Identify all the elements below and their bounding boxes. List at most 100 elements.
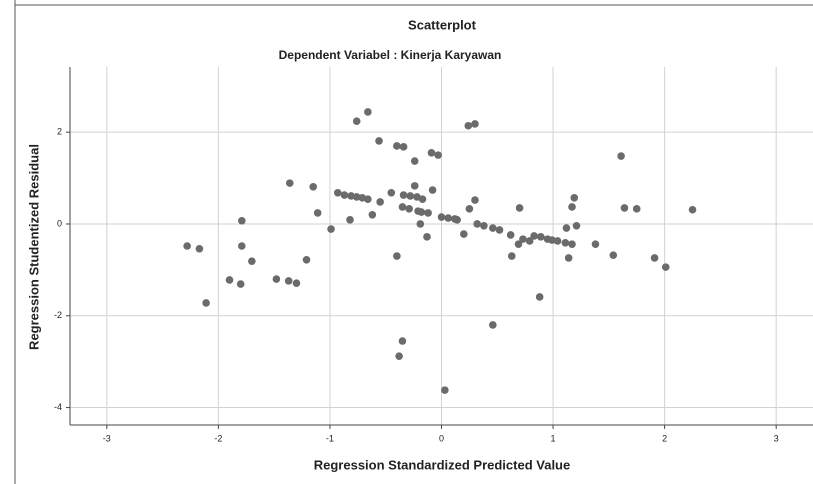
x-tick-label: 0 (439, 433, 444, 443)
point (333, 188, 342, 197)
point (434, 151, 442, 159)
point (561, 238, 570, 247)
point (393, 252, 401, 260)
point (424, 209, 432, 217)
point (562, 224, 571, 232)
point (536, 233, 545, 241)
point (399, 143, 408, 151)
point (406, 192, 415, 200)
x-tick-label: 3 (774, 433, 779, 443)
point (530, 232, 538, 240)
point (688, 205, 697, 214)
point (525, 237, 534, 245)
point (471, 120, 479, 128)
point (570, 194, 579, 202)
point (568, 203, 576, 211)
point (417, 208, 426, 216)
point (375, 137, 383, 145)
x-tick-label: 1 (551, 433, 556, 443)
point (183, 242, 191, 250)
point (202, 299, 210, 307)
y-tick-label: 2 (57, 127, 62, 137)
point (489, 321, 497, 329)
point (553, 237, 562, 245)
point (236, 280, 245, 288)
point (405, 205, 413, 213)
point (464, 121, 473, 130)
point (495, 226, 504, 234)
point (284, 277, 293, 285)
chart-subtitle: Dependent Variabel : Kinerja Karyawan (279, 48, 502, 62)
point (368, 210, 377, 219)
point (248, 257, 256, 265)
point (465, 205, 474, 213)
point (309, 182, 318, 191)
point (347, 192, 355, 200)
point (416, 220, 425, 228)
point (272, 275, 281, 283)
point (620, 204, 629, 212)
point (609, 251, 618, 259)
chart-title: Scatterplot (408, 17, 477, 32)
point (519, 235, 527, 243)
y-axis-label: Regression Studentized Residual (26, 144, 41, 350)
x-tick-label: -3 (103, 433, 111, 443)
point (238, 216, 246, 225)
point (507, 252, 516, 260)
point (376, 198, 384, 206)
point (661, 263, 670, 271)
point (398, 203, 407, 211)
point (572, 222, 581, 230)
point (428, 186, 437, 194)
x-tick-label: 2 (662, 433, 667, 443)
point (352, 117, 361, 125)
point (506, 231, 515, 239)
point (437, 213, 446, 221)
point (650, 254, 659, 262)
point (418, 195, 427, 203)
point (302, 255, 311, 264)
x-tick-label: -2 (214, 433, 222, 443)
point (471, 196, 479, 204)
point (364, 195, 372, 203)
point (346, 216, 354, 224)
point (632, 205, 641, 213)
point (398, 337, 407, 345)
x-tick-label: -1 (326, 433, 334, 443)
point (238, 242, 246, 250)
point (285, 179, 294, 187)
point (548, 236, 556, 244)
y-tick-label: -2 (54, 310, 62, 320)
point (393, 142, 401, 150)
point (617, 152, 625, 160)
point (480, 222, 488, 230)
point (444, 214, 452, 222)
point (591, 240, 600, 248)
point (460, 230, 468, 238)
point (427, 149, 436, 157)
point (423, 233, 431, 241)
point (313, 209, 322, 217)
point (225, 276, 234, 284)
x-axis-label: Regression Standardized Predicted Value (314, 457, 570, 472)
point (453, 216, 461, 224)
point (352, 193, 361, 201)
point (489, 224, 497, 232)
y-tick-label: 0 (57, 218, 62, 228)
point (410, 182, 419, 190)
point (473, 220, 481, 228)
point (195, 244, 204, 253)
point (441, 386, 449, 394)
point (535, 293, 544, 301)
point (568, 240, 576, 248)
point (399, 191, 408, 199)
point (410, 157, 419, 165)
point (292, 279, 301, 287)
point (364, 108, 372, 116)
point (564, 254, 573, 262)
point (515, 204, 524, 212)
point (327, 225, 335, 233)
y-tick-label: -4 (54, 402, 62, 412)
